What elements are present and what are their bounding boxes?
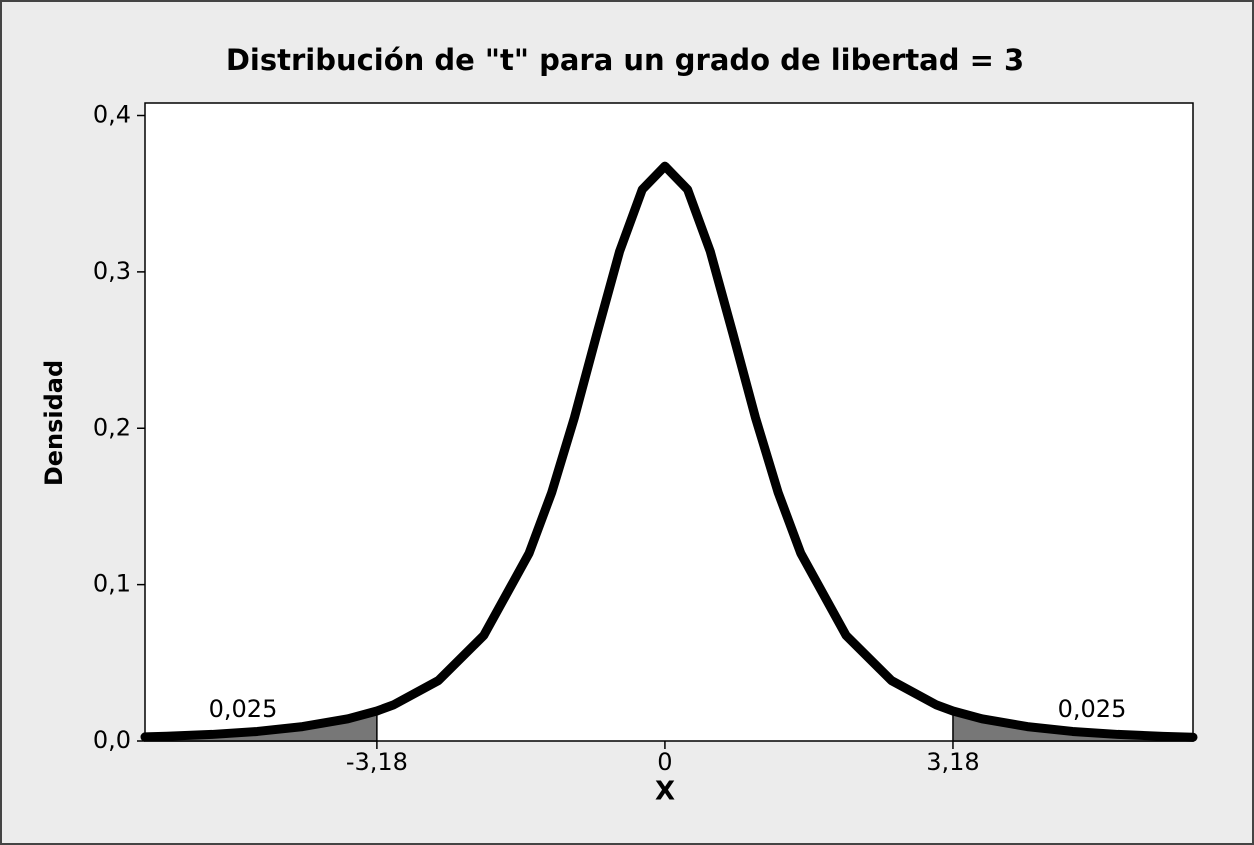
y-axis-label: Densidad <box>40 360 68 486</box>
chart-title: Distribución de "t" para un grado de lib… <box>226 43 1024 77</box>
x-axis-label: X <box>655 777 675 807</box>
x-tick-label: 0 <box>657 748 672 776</box>
tail-area-label: 0,025 <box>1058 695 1127 723</box>
y-tick-label: 0,3 <box>93 257 131 285</box>
x-tick-label: -3,18 <box>346 748 408 776</box>
y-tick-label: 0,4 <box>93 101 131 129</box>
y-tick-label: 0,0 <box>93 726 131 754</box>
x-tick-label: 3,18 <box>926 748 979 776</box>
y-tick-label: 0,1 <box>93 570 131 598</box>
y-tick-label: 0,2 <box>93 413 131 441</box>
density-curve <box>140 161 1198 742</box>
plot-area <box>144 102 1194 742</box>
tail-area-label: 0,025 <box>209 695 278 723</box>
